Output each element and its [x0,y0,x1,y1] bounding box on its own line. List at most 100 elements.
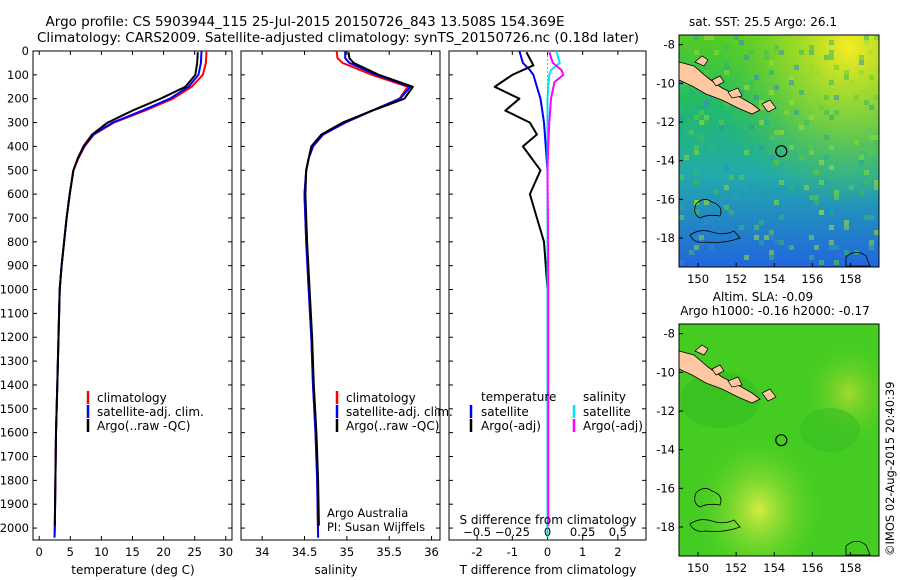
x-tick-label: 25 [187,545,202,559]
sst-pixel [864,170,869,175]
s-tick-label: 0.5 [609,525,627,539]
series-line-temperature-argo-adj- [493,51,549,526]
series-line-satellite-adj-clim- [53,50,203,538]
x-tick-label: 35.5 [376,545,402,559]
sst-pixel [684,155,689,160]
sst-pixel [769,235,774,240]
sst-pixel [784,105,789,110]
sst-pixel [679,105,684,110]
sst-pixel [834,245,839,250]
sst-pixel [809,235,814,240]
sst-pixel [724,45,729,50]
reef-outline [689,230,741,243]
sst-pixel [804,185,809,190]
y-tick-label: 1200 [0,330,29,344]
sst-pixel [754,95,759,100]
sst-pixel [774,240,779,245]
sst-pixel [729,210,734,215]
x-tick-label: 0 [544,545,551,559]
sst-pixel [699,90,704,95]
sst-pixel [824,55,829,60]
x-tick-label: 34.5 [292,545,318,559]
sst-pixel [754,235,759,240]
sst-pixel [809,45,814,50]
sst-pixel [704,115,709,120]
s-tick-label: −0.5 [463,525,491,539]
map-x-tick-label: 152 [725,272,747,286]
sst-pixel [824,135,829,140]
sst-pixel [694,145,699,150]
y-tick-label: 2000 [0,521,29,535]
sst-pixel [869,105,874,110]
map-y-tick-label: -18 [656,520,675,534]
sst-pixel [829,40,834,45]
sst-pixel-noise [679,35,879,265]
sst-pixel [789,145,794,150]
sst-pixel [764,50,769,55]
sst-pixel [704,35,709,40]
sst-pixel [869,135,874,140]
map-y-tick-label: -8 [664,38,675,52]
sst-pixel [724,60,729,65]
sst-pixel [704,200,709,205]
sst-pixel [859,70,864,75]
x-tick-label: 15 [125,545,140,559]
sst-pixel [779,130,784,135]
sst-pixel [824,155,829,160]
sst-pixel [709,215,714,220]
sst-pixel [829,240,834,245]
sst-pixel [834,65,839,70]
sst-pixel [724,200,729,205]
sst-pixel [774,160,779,165]
legend-label: satellite-adj. clim. [346,405,453,419]
map-y-tick-label: -12 [656,115,675,129]
sst-pixel [734,175,739,180]
reef-outline [845,251,871,267]
sst-pixel [819,260,824,265]
legend-label: climatology [97,391,167,405]
sst-pixel [799,50,804,55]
sst-pixel [829,115,834,120]
x-tick-label: 2 [614,545,621,559]
legend-label: satellite [583,405,631,419]
sst-pixel [829,210,834,215]
sst-pixel [744,160,749,165]
sst-pixel [769,255,774,260]
sst-pixel [864,35,869,40]
temperature-legend: climatology satellite-adj. clim. Argo(..… [86,391,204,433]
series-line-argo-raw-qc- [53,52,199,526]
sst-pixel [709,145,714,150]
sst-pixel [844,250,849,255]
sst-pixel [699,140,704,145]
sst-pixel [809,145,814,150]
sst-pixel [774,200,779,205]
sst-pixel [769,230,774,235]
sst-pixel [704,105,709,110]
map-y-tick-label: -12 [656,404,675,418]
sst-pixel [874,140,879,145]
sst-pixel [744,55,749,60]
sst-pixel [789,195,794,200]
sst-pixel [724,185,729,190]
sst-pixel [694,170,699,175]
sst-pixel [679,175,684,180]
y-tick-label: 1900 [0,497,29,511]
sla-low-region [800,408,860,452]
sst-pixel [694,200,699,205]
sst-pixel [849,135,854,140]
sst-map-title: sat. SST: 25.5 Argo: 26.1 [689,15,837,29]
sst-pixel [789,75,794,80]
sla-map-subtitle: Argo h1000: -0.16 h2000: -0.17 [680,304,870,318]
sst-pixel [864,40,869,45]
sst-pixel [774,95,779,100]
sst-pixel [729,175,734,180]
sst-pixel [749,185,754,190]
sst-pixel [829,165,834,170]
sst-pixel [844,75,849,80]
sst-pixel [679,145,684,150]
png-land [678,61,761,115]
sst-pixel [829,50,834,55]
sst-pixel [699,135,704,140]
sst-pixel [784,110,789,115]
sst-pixel [689,250,694,255]
